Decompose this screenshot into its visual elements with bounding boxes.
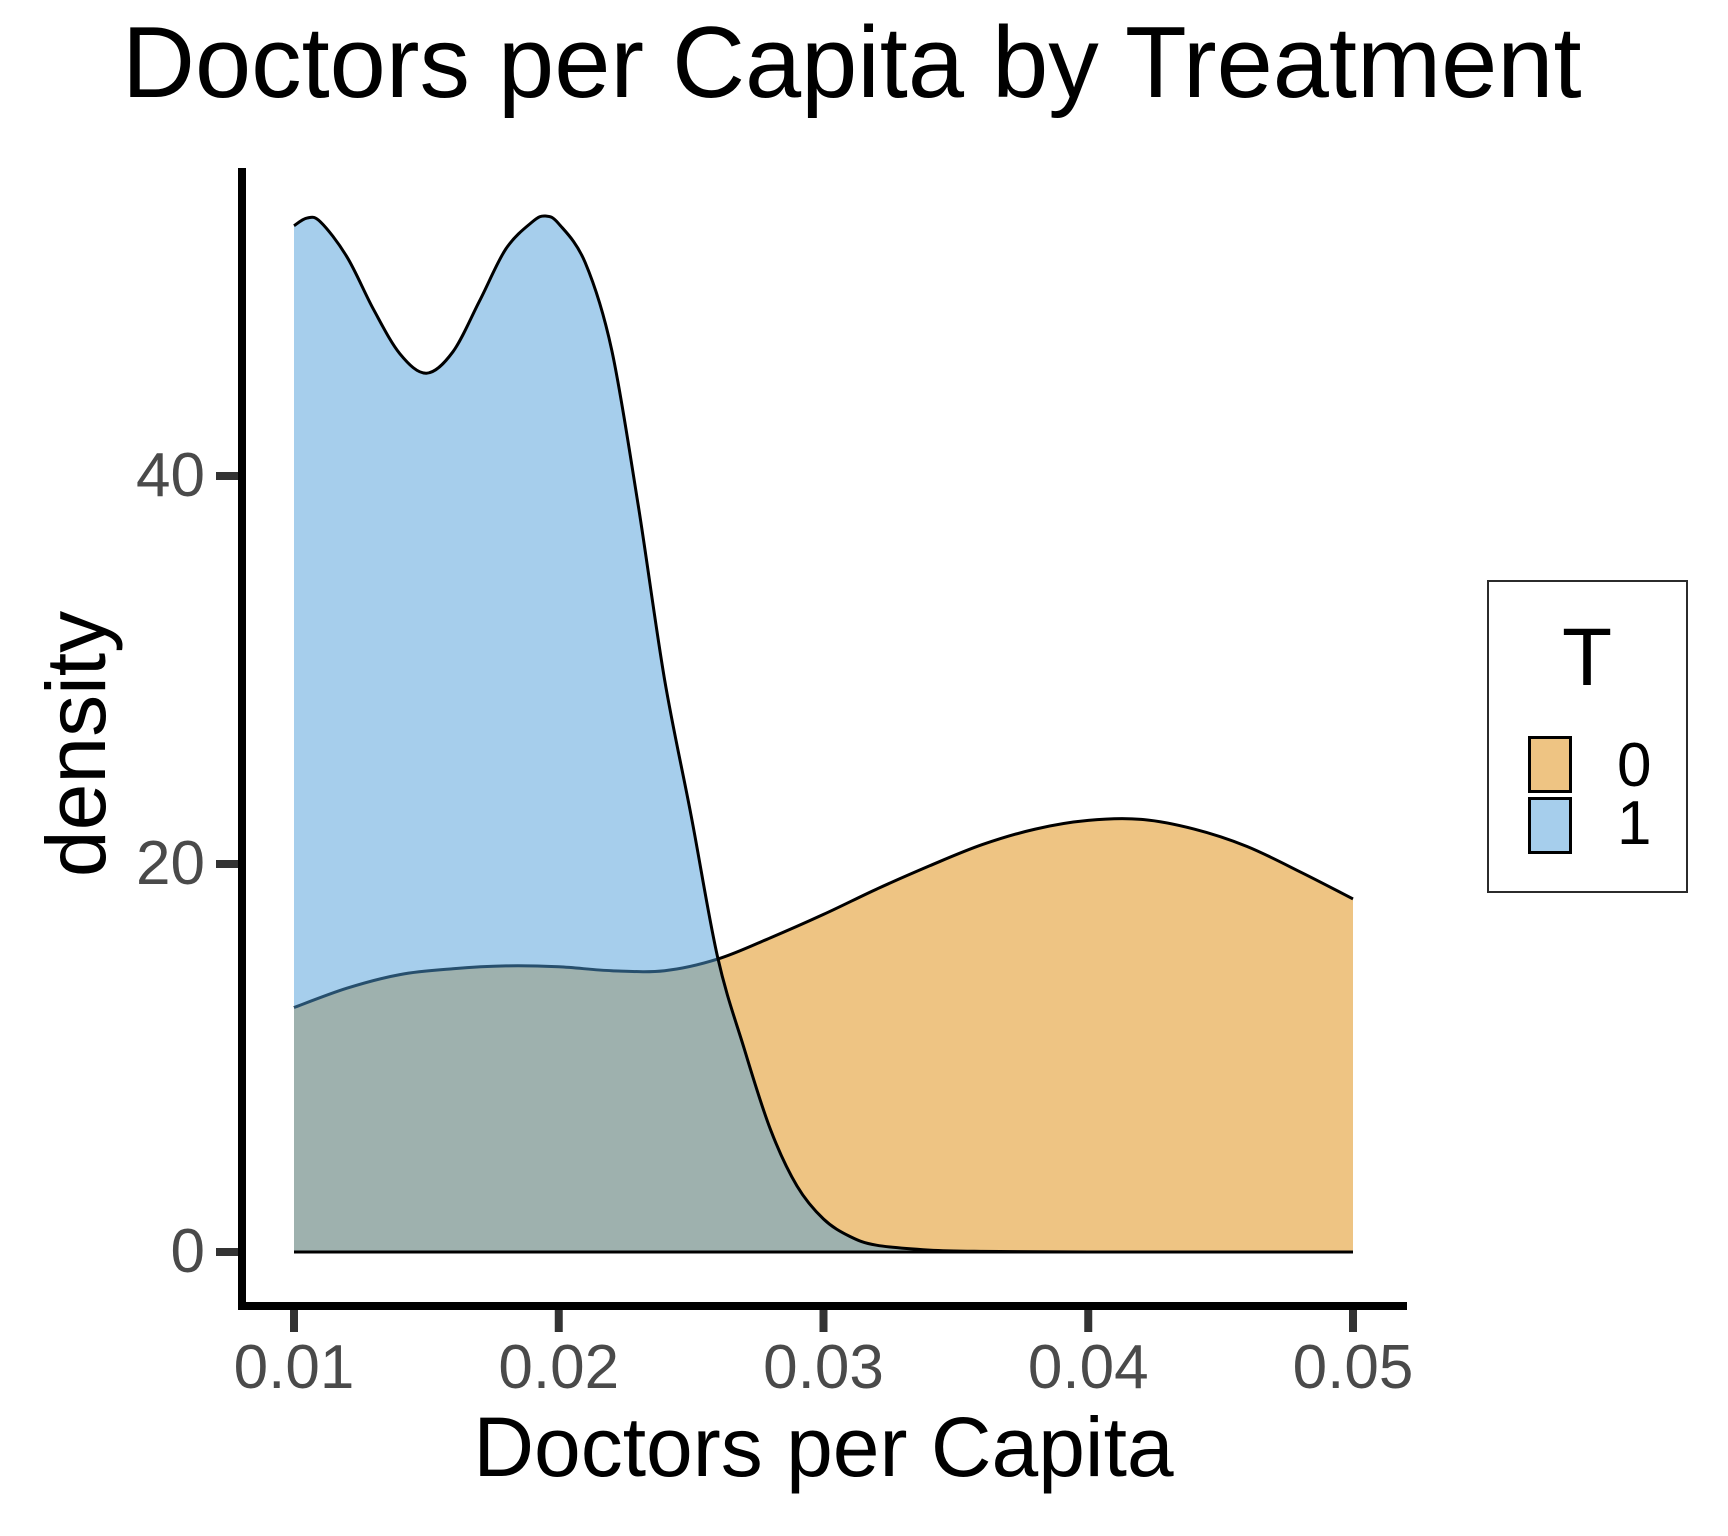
x-axis-title: Doctors per Capita <box>473 1400 1174 1494</box>
x-tick-label: 0.03 <box>763 1333 884 1402</box>
legend-key-0 <box>1528 736 1572 793</box>
x-tick-label: 0.01 <box>233 1333 355 1402</box>
legend-box <box>1487 580 1688 893</box>
x-tick-label: 0.02 <box>498 1333 620 1402</box>
legend-label-0: 0 <box>1617 731 1652 800</box>
plot-title: Doctors per Capita by Treatment <box>122 7 1582 119</box>
y-tick-label: 0 <box>170 1217 205 1286</box>
y-tick-label: 20 <box>136 829 205 898</box>
legend-key-1 <box>1528 797 1572 854</box>
legend-label-1: 1 <box>1617 789 1652 858</box>
x-tick-label: 0.04 <box>1027 1333 1149 1402</box>
y-tick-label: 40 <box>136 441 205 510</box>
density-area-1 <box>294 215 1353 1253</box>
x-tick-label: 0.05 <box>1292 1333 1414 1402</box>
density-curve-1 <box>293 214 1353 1254</box>
legend-title: T <box>1561 612 1613 703</box>
